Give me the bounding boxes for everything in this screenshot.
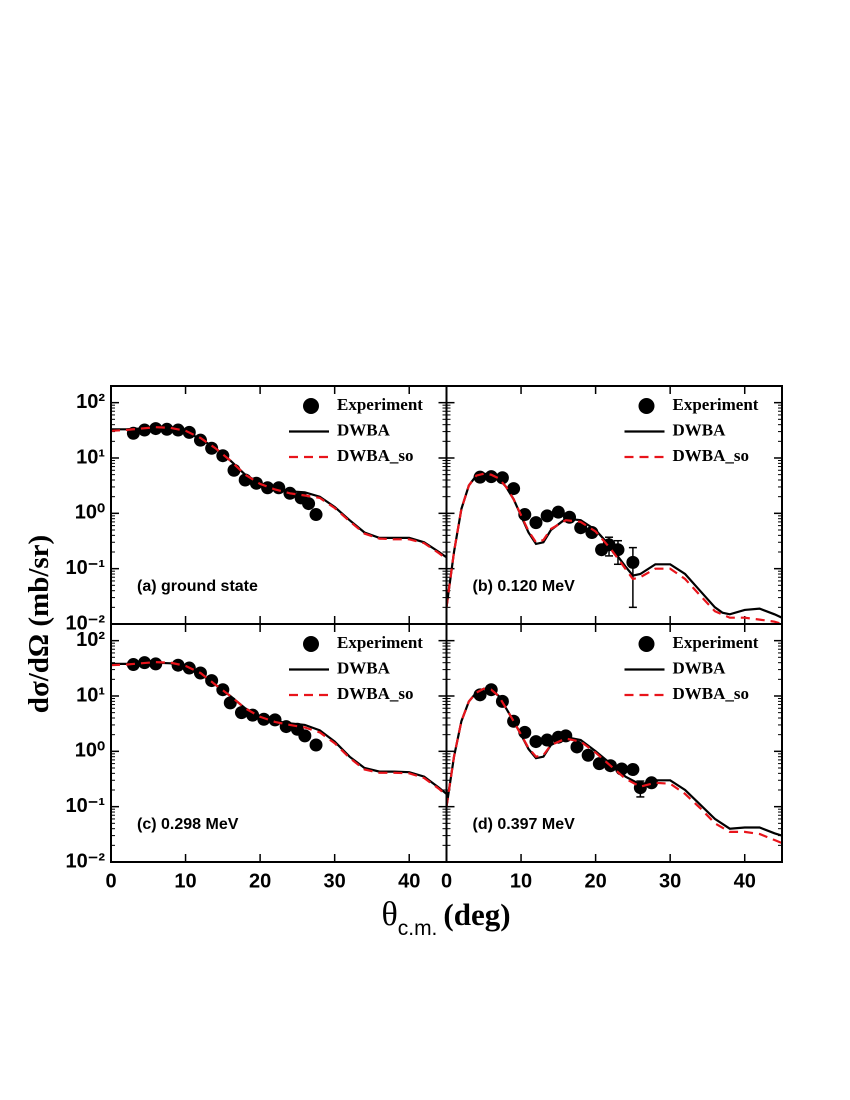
legend-label: DWBA_so (337, 446, 414, 465)
data-point (298, 729, 312, 743)
y-axis-label: dσ/dΩ (mb/sr) (23, 535, 55, 713)
legend-marker (638, 636, 655, 652)
legend-marker (638, 398, 655, 414)
x-label-unit: (deg) (443, 897, 510, 932)
x-tick-label: 40 (734, 870, 756, 892)
x-axis-label: θc.m. (deg) (381, 896, 510, 940)
y-tick-label: 10⁰ (75, 502, 105, 524)
curve (446, 687, 782, 845)
panel-frame (445, 623, 783, 863)
data-point (272, 481, 286, 495)
y-tick-label: 10¹ (76, 446, 105, 468)
x-tick-label: 0 (105, 870, 116, 892)
data-point (540, 733, 554, 747)
y-tick-label: 10² (76, 629, 105, 651)
legend-label: DWBA_so (673, 446, 750, 465)
data-point (529, 735, 543, 749)
legend-label: DWBA (337, 658, 391, 677)
data-point (309, 508, 323, 522)
data-point (302, 497, 316, 511)
data-point (495, 471, 509, 485)
legend-label: Experiment (673, 633, 759, 652)
curve (111, 660, 447, 797)
x-tick-label: 20 (584, 870, 606, 892)
data-point (592, 757, 606, 771)
data-point (529, 516, 543, 530)
data-point (227, 463, 241, 477)
legend-label: DWBA (673, 658, 727, 677)
curve (446, 472, 782, 619)
data-point (149, 657, 163, 671)
panel-annotation: (a) ground state (137, 578, 258, 595)
y-tick-label: 10⁻² (66, 850, 106, 872)
y-tick-label: 10¹ (76, 684, 105, 706)
legend-label: DWBA_so (673, 684, 750, 703)
data-point (234, 706, 248, 720)
panel-annotation: (b) 0.120 MeV (473, 578, 576, 595)
legend-marker (303, 636, 319, 652)
x-label-subscript: c.m. (398, 917, 438, 940)
y-tick-label: 10² (76, 391, 105, 413)
curve (111, 426, 447, 559)
curve (111, 426, 447, 560)
data-point (626, 555, 640, 569)
x-tick-label: 30 (324, 870, 346, 892)
legend-label: DWBA (337, 420, 391, 439)
data-point (138, 423, 152, 437)
data-point (540, 509, 554, 523)
legend-label: Experiment (673, 395, 759, 414)
panel-annotation: (c) 0.298 MeV (137, 816, 239, 833)
data-point (581, 748, 595, 762)
y-tick-label: 10⁰ (75, 740, 105, 762)
legend-label: DWBA (673, 420, 727, 439)
x-tick-label: 10 (174, 870, 196, 892)
legend-label: Experiment (337, 395, 423, 414)
curve (111, 661, 447, 795)
y-tick-label: 10⁻¹ (66, 795, 106, 817)
x-tick-label: 40 (398, 870, 420, 892)
x-tick-label: 30 (659, 870, 681, 892)
y-tick-label: 10⁻¹ (66, 557, 106, 579)
legend-label: Experiment (337, 633, 423, 652)
legend-label: DWBA_so (337, 684, 414, 703)
y-tick-label: 10⁻² (66, 612, 106, 634)
panel-annotation: (d) 0.397 MeV (473, 816, 576, 833)
x-tick-label: 0 (441, 870, 452, 892)
legend-marker (303, 398, 319, 414)
data-point (626, 762, 640, 776)
x-tick-label: 10 (510, 870, 532, 892)
data-point (570, 740, 584, 754)
data-point (551, 505, 565, 519)
x-tick-label: 20 (249, 870, 271, 892)
x-label-symbol: θ (381, 896, 397, 933)
data-point (309, 738, 323, 752)
